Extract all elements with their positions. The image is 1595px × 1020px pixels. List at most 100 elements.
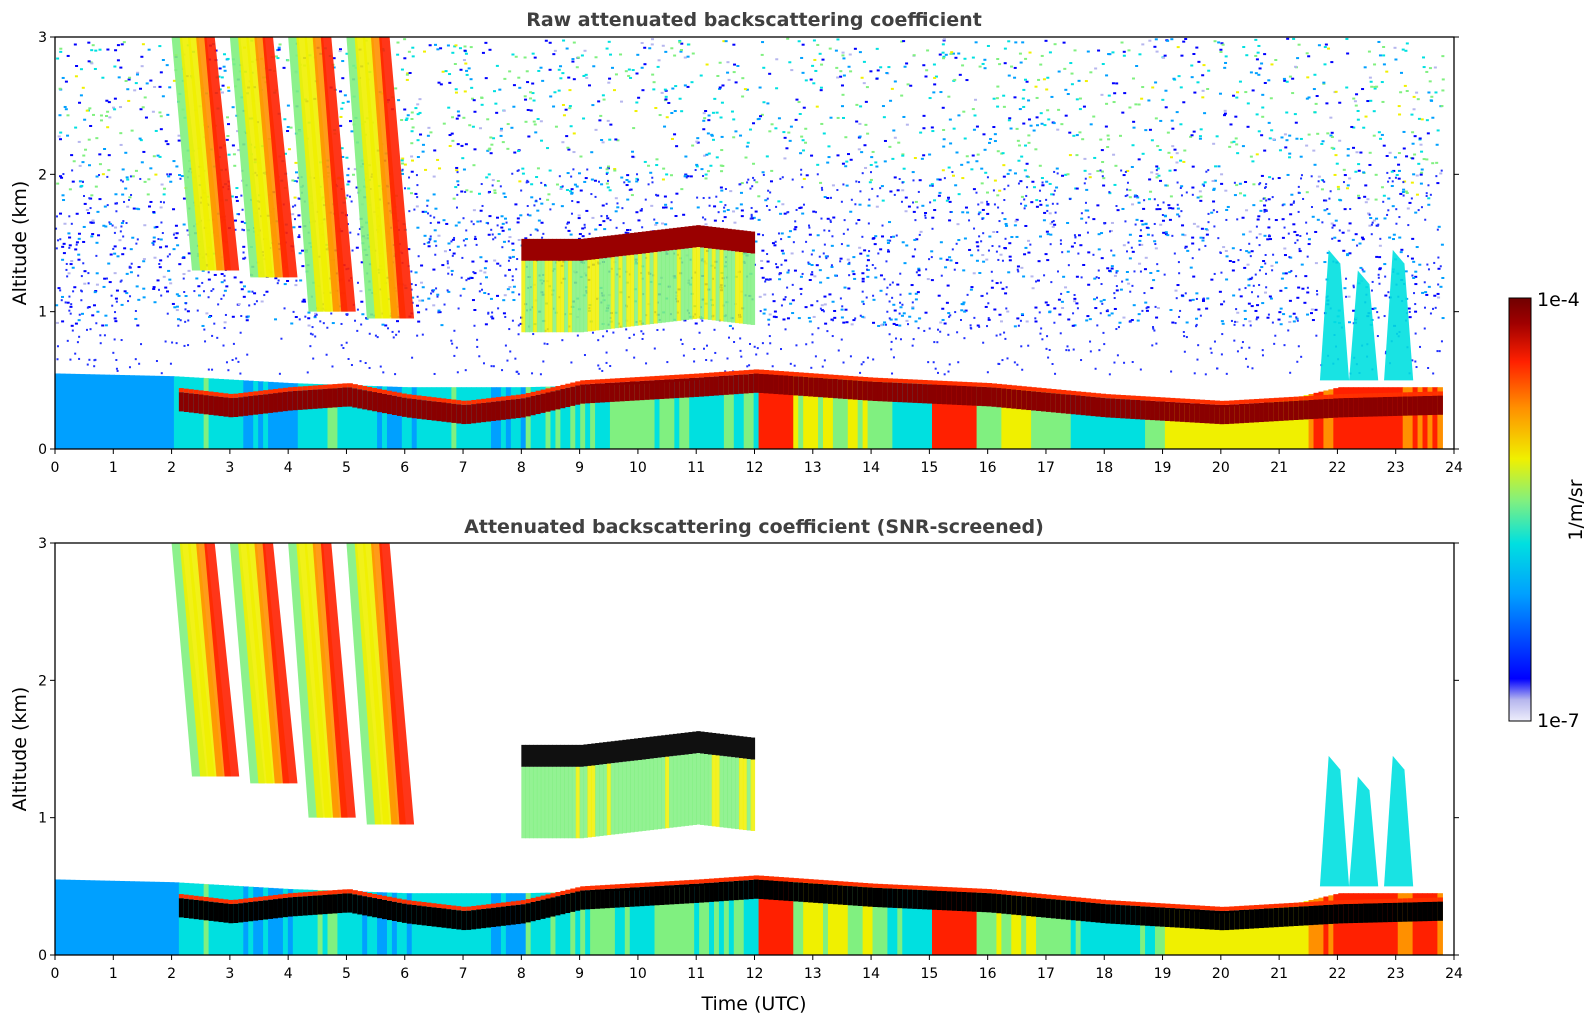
noise-speck <box>758 86 762 89</box>
noise-speck <box>912 201 915 204</box>
noise-speck <box>63 222 67 225</box>
noise-speck <box>151 110 155 113</box>
noise-speck <box>901 181 904 184</box>
noise-speck <box>392 336 395 339</box>
noise-speck <box>853 47 857 50</box>
noise-speck <box>543 342 546 345</box>
noise-speck <box>159 246 163 249</box>
noise-speck <box>457 307 460 310</box>
noise-speck <box>795 208 798 211</box>
noise-speck <box>537 219 541 222</box>
noise-speck <box>847 65 851 68</box>
noise-speck <box>1295 234 1299 237</box>
noise-speck <box>943 373 946 376</box>
noise-speck <box>414 192 418 195</box>
noise-speck <box>57 287 61 290</box>
noise-speck <box>61 76 65 79</box>
noise-speck <box>700 168 704 171</box>
noise-speck <box>129 295 132 298</box>
noise-speck <box>87 60 91 63</box>
aerosol-layer-edge <box>545 388 552 393</box>
noise-speck <box>942 145 946 148</box>
noise-speck <box>778 272 782 275</box>
noise-speck <box>488 215 492 218</box>
noise-speck <box>893 136 897 139</box>
noise-speck <box>172 233 175 236</box>
noise-speck <box>480 96 484 99</box>
aerosol-layer-cell <box>495 401 502 421</box>
noise-speck <box>1191 257 1194 260</box>
noise-speck <box>839 257 843 260</box>
noise-speck <box>1005 307 1008 310</box>
boundary-layer-column <box>337 384 343 449</box>
noise-speck <box>1414 283 1418 286</box>
aerosol-layer-edge <box>396 392 403 397</box>
noise-speck <box>696 206 700 209</box>
noise-speck <box>978 235 981 238</box>
noise-speck <box>557 68 561 71</box>
noise-speck <box>810 366 813 369</box>
noise-speck <box>152 211 156 214</box>
aerosol-layer-edge <box>312 385 319 390</box>
noise-speck <box>564 226 567 229</box>
noise-speck <box>152 287 156 290</box>
noise-speck <box>1289 213 1293 216</box>
noise-speck <box>203 328 206 331</box>
noise-speck <box>486 118 490 121</box>
noise-speck <box>911 255 915 258</box>
noise-speck <box>1073 49 1077 52</box>
noise-speck <box>1004 237 1007 240</box>
noise-speck <box>1223 66 1227 69</box>
noise-speck <box>222 65 226 68</box>
noise-speck <box>605 171 609 174</box>
noise-speck <box>1213 272 1216 275</box>
noise-speck <box>627 68 631 71</box>
noise-speck <box>1288 134 1292 137</box>
noise-speck <box>1374 173 1378 176</box>
noise-speck <box>651 181 654 184</box>
noise-speck <box>418 111 422 114</box>
noise-speck <box>471 260 475 263</box>
noise-speck <box>340 147 344 150</box>
noise-speck <box>1196 358 1199 361</box>
noise-speck <box>425 308 428 311</box>
noise-speck <box>843 219 846 222</box>
noise-speck <box>186 229 189 232</box>
noise-speck <box>134 358 137 361</box>
noise-speck <box>447 106 451 109</box>
noise-speck <box>1402 147 1406 150</box>
noise-speck <box>1230 319 1233 322</box>
noise-speck <box>995 250 998 253</box>
noise-speck <box>1412 260 1416 263</box>
noise-speck <box>314 335 317 338</box>
noise-speck <box>1196 196 1200 199</box>
noise-speck <box>801 250 804 253</box>
noise-speck <box>1027 141 1031 144</box>
noise-speck <box>354 319 357 322</box>
noise-speck <box>1096 170 1100 173</box>
noise-speck <box>1053 170 1056 173</box>
noise-speck <box>1400 248 1404 251</box>
noise-speck <box>1102 177 1106 180</box>
noise-speck <box>1422 66 1426 69</box>
noise-speck <box>1156 269 1160 272</box>
noise-speck <box>602 220 606 223</box>
noise-speck <box>936 328 939 331</box>
noise-speck <box>58 138 62 141</box>
noise-speck <box>755 353 758 356</box>
noise-speck <box>1265 209 1268 212</box>
noise-speck <box>1115 285 1118 288</box>
noise-speck <box>421 143 425 146</box>
noise-speck <box>1377 276 1380 279</box>
noise-speck <box>934 367 937 370</box>
noise-speck <box>887 249 890 252</box>
noise-speck <box>1162 231 1166 234</box>
noise-speck <box>457 221 461 224</box>
boundary-layer-column <box>535 386 542 449</box>
noise-speck <box>767 323 770 326</box>
noise-speck <box>106 126 110 129</box>
noise-speck <box>504 315 507 318</box>
noise-speck <box>1159 119 1163 122</box>
noise-speck <box>514 357 517 360</box>
aerosol-layer-edge <box>203 390 210 396</box>
